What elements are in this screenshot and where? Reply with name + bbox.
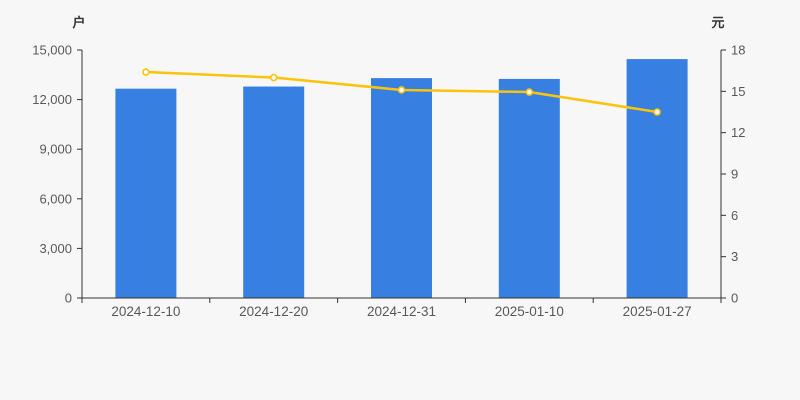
x-axis-category-label: 2024-12-20 — [239, 304, 308, 319]
left-axis-tick-label: 0 — [65, 291, 72, 306]
bar-2024-12-10[interactable] — [115, 88, 177, 298]
line-point-2024-12-10[interactable] — [142, 68, 150, 76]
right-axis-name: 元 — [711, 15, 725, 30]
x-axis-category-label: 2025-01-10 — [495, 304, 564, 319]
right-axis-tick-label: 12 — [731, 125, 745, 140]
right-axis-tick-label: 18 — [731, 43, 745, 58]
line-point-2024-12-20[interactable] — [269, 73, 278, 82]
left-axis-tick-label: 12,000 — [32, 92, 72, 107]
left-axis-tick-label: 3,000 — [39, 241, 72, 256]
right-axis-tick-label: 15 — [731, 84, 745, 99]
x-axis-category-label: 2024-12-10 — [111, 304, 180, 319]
x-axis-category-label: 2024-12-31 — [367, 304, 436, 319]
x-axis-category-label: 2025-01-27 — [623, 304, 692, 319]
right-axis-tick-label: 3 — [731, 249, 738, 264]
bar-2025-01-27[interactable] — [626, 59, 688, 298]
line-point-2025-01-10[interactable] — [525, 88, 534, 96]
bar-2024-12-31[interactable] — [371, 78, 432, 299]
left-axis-tick-label: 6,000 — [39, 191, 72, 206]
right-axis-tick-label: 0 — [731, 291, 738, 306]
bar-2025-01-10[interactable] — [498, 78, 560, 298]
left-axis-tick-label: 15,000 — [32, 43, 72, 58]
right-axis-tick-label: 9 — [731, 167, 738, 182]
left-axis-tick-label: 9,000 — [39, 142, 72, 157]
line-point-2024-12-31[interactable] — [397, 86, 406, 94]
bar-2024-12-20[interactable] — [243, 86, 305, 298]
left-axis-name: 户 — [72, 15, 86, 30]
right-axis-tick-label: 6 — [731, 208, 738, 223]
line-point-2025-01-27[interactable] — [653, 108, 661, 116]
